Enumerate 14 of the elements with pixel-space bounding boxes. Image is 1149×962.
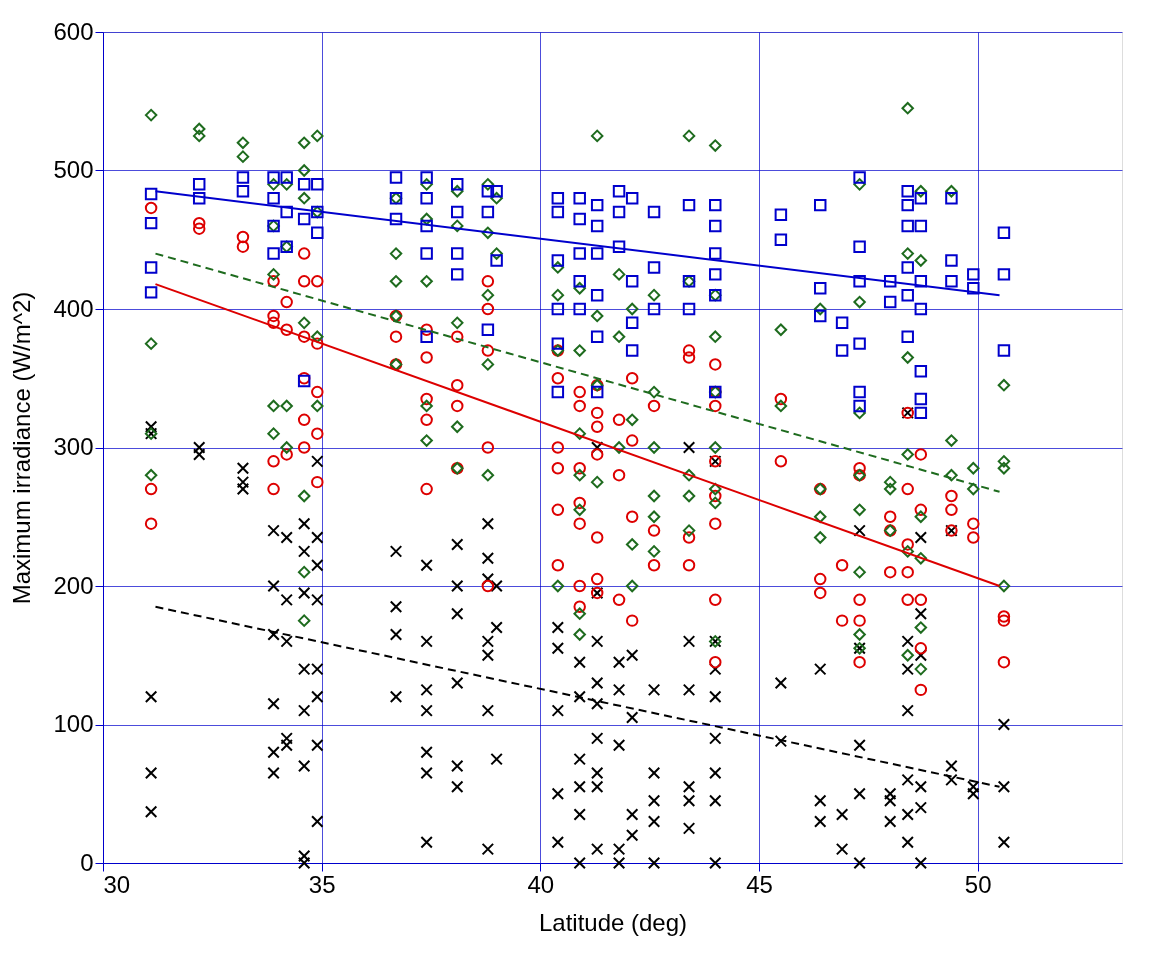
x-tick-label: 45 xyxy=(746,870,773,898)
x-axis-title: Latitude (deg) xyxy=(538,908,688,936)
y-axis-title: Maximum irradiance (W/m^2) xyxy=(8,291,36,605)
x-tick-label: 30 xyxy=(103,870,131,898)
x-tick-label: 40 xyxy=(527,870,555,898)
x-tick-label: 35 xyxy=(308,870,336,898)
x-tick-label: 50 xyxy=(964,870,992,898)
y-tick-label: 500 xyxy=(53,156,94,183)
y-tick-label: 600 xyxy=(53,17,94,45)
y-tick-label: 0 xyxy=(80,848,94,876)
y-tick-label: 200 xyxy=(53,571,94,599)
y-tick-label: 400 xyxy=(53,294,94,322)
y-tick-label: 100 xyxy=(53,710,94,737)
y-tick-label: 300 xyxy=(53,433,94,460)
